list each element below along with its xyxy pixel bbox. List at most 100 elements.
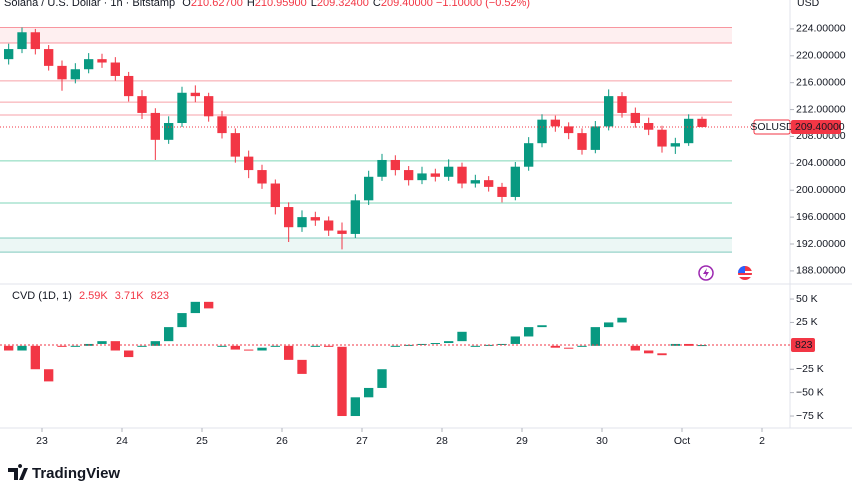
candle-body <box>70 345 80 347</box>
candle-body <box>617 317 627 323</box>
y-tick-label: 204.00000 <box>796 157 846 169</box>
candle-body <box>590 327 600 346</box>
candle-body <box>230 133 240 157</box>
candle-body <box>70 69 80 80</box>
candle-body <box>97 341 107 344</box>
candle-body <box>577 345 587 347</box>
y-tick-label: 212.00000 <box>796 103 846 115</box>
candle-body <box>564 347 574 349</box>
y-tick-label: −25 K <box>796 363 824 375</box>
candle-body <box>604 96 614 127</box>
candle-body <box>430 343 440 345</box>
zone <box>0 237 732 253</box>
candle-body <box>550 119 560 127</box>
x-tick-label: 23 <box>36 435 48 447</box>
candle-body <box>444 166 454 177</box>
alert-icon[interactable] <box>698 265 714 281</box>
y-tick-label: −75 K <box>796 410 824 422</box>
candle-body <box>644 123 654 130</box>
candle-body <box>484 180 494 187</box>
candle-body <box>30 345 40 370</box>
x-tick-label: 24 <box>116 435 128 447</box>
ohlc-value: 210.95900 <box>255 0 307 9</box>
candle-body <box>230 345 240 350</box>
candle-body <box>97 59 107 63</box>
candle-body <box>337 346 347 417</box>
candle-body <box>137 345 147 347</box>
logo[interactable]: TradingView <box>8 464 120 482</box>
logo-mark <box>8 464 28 480</box>
candle-body <box>57 345 67 347</box>
ticker-tag <box>753 119 791 135</box>
ohlc: O210.62700 H210.95900 L209.32400 C209.40000 <box>182 0 433 9</box>
candle-body <box>204 96 214 117</box>
candle-body <box>310 345 320 347</box>
x-tick-label: 28 <box>436 435 448 447</box>
y-tick-label: 224.00000 <box>796 23 846 35</box>
candle-body <box>257 347 267 351</box>
candle-body <box>297 217 307 228</box>
candle-body <box>110 341 120 351</box>
x-tick-label: 26 <box>276 435 288 447</box>
candle-body <box>510 336 520 344</box>
candle-body <box>30 32 40 50</box>
x-tick-label: 25 <box>196 435 208 447</box>
price-label: 209.40000 <box>795 121 845 133</box>
candle-body <box>324 345 334 347</box>
candle-body <box>350 397 360 417</box>
currency: USD <box>797 0 820 9</box>
candle-body <box>657 129 667 147</box>
symbol: Solana / U.S. Dollar · 1h · Bitstamp <box>4 0 175 9</box>
icon-canton <box>738 266 745 273</box>
symbol-legend: Solana / U.S. Dollar · 1h · Bitstamp O 21… <box>4 0 530 9</box>
y-tick-label: 200.00000 <box>796 184 846 196</box>
x-tick-label: 2 <box>759 435 765 447</box>
candle-body <box>364 387 374 398</box>
candle-body <box>177 92 187 124</box>
candle-body <box>457 331 467 342</box>
candle-body <box>497 343 507 345</box>
candle-body <box>657 353 667 356</box>
candle-body <box>630 345 640 351</box>
cvd-legend: CVD (1D, 1) 2.59K 3.71K 823 <box>12 290 169 302</box>
candle-body <box>644 350 654 354</box>
y-tick-label: 192.00000 <box>796 238 846 250</box>
candle-body <box>390 345 400 347</box>
ohlc-key: L <box>311 0 317 9</box>
candle-body <box>377 159 387 177</box>
candle-body <box>204 301 214 309</box>
candle-body <box>44 369 54 382</box>
cvd-value: 3.71K <box>115 290 144 302</box>
price-tag <box>791 120 841 135</box>
y-tick-label: 25 K <box>796 316 818 328</box>
candle-body <box>124 350 134 358</box>
candle-body <box>670 343 680 346</box>
flag-icon[interactable] <box>738 266 752 280</box>
zone <box>0 27 732 44</box>
candle-body <box>417 173 427 181</box>
x-tick-label: Oct <box>674 435 690 447</box>
candle-body <box>590 126 600 150</box>
cvd-title: CVD (1D, 1) <box>12 290 72 302</box>
candle-body <box>110 62 120 76</box>
candle-body <box>457 166 467 184</box>
candle-body <box>564 126 574 134</box>
candle-body <box>510 166 520 197</box>
x-tick-label: 29 <box>516 435 528 447</box>
candle-body <box>577 133 587 150</box>
candle-body <box>137 96 147 113</box>
cvd-value: 823 <box>151 290 169 302</box>
brand: TradingView <box>32 465 120 482</box>
icon-bolt <box>703 268 709 278</box>
candle-body <box>244 156 254 171</box>
ohlc-value: 209.32400 <box>317 0 369 9</box>
candle-body <box>217 345 227 347</box>
y-tick-label: 50 K <box>796 293 818 305</box>
candle-body <box>257 170 267 184</box>
candle-body <box>617 96 627 113</box>
ohlc-key: O <box>182 0 191 9</box>
candle-body <box>57 65 67 80</box>
x-tick-label: 27 <box>356 435 368 447</box>
candle-body <box>337 230 347 234</box>
